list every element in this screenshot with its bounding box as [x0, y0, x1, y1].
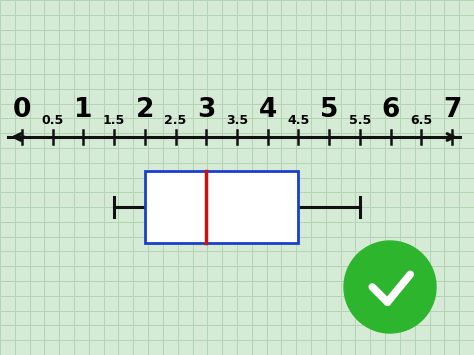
Text: 0.5: 0.5 [42, 114, 64, 127]
Text: 1.5: 1.5 [103, 114, 125, 127]
Circle shape [344, 241, 436, 333]
Text: 1: 1 [74, 97, 93, 123]
Text: 4: 4 [259, 97, 277, 123]
Text: 4.5: 4.5 [287, 114, 310, 127]
Text: 3: 3 [197, 97, 216, 123]
Text: 5: 5 [320, 97, 338, 123]
Text: 2.5: 2.5 [164, 114, 187, 127]
Bar [145, 171, 299, 243]
Text: 3.5: 3.5 [226, 114, 248, 127]
Text: 6: 6 [382, 97, 400, 123]
Text: 6.5: 6.5 [410, 114, 432, 127]
Text: 0: 0 [13, 97, 31, 123]
Text: 5.5: 5.5 [349, 114, 371, 127]
Text: 2: 2 [136, 97, 154, 123]
Text: 7: 7 [443, 97, 461, 123]
